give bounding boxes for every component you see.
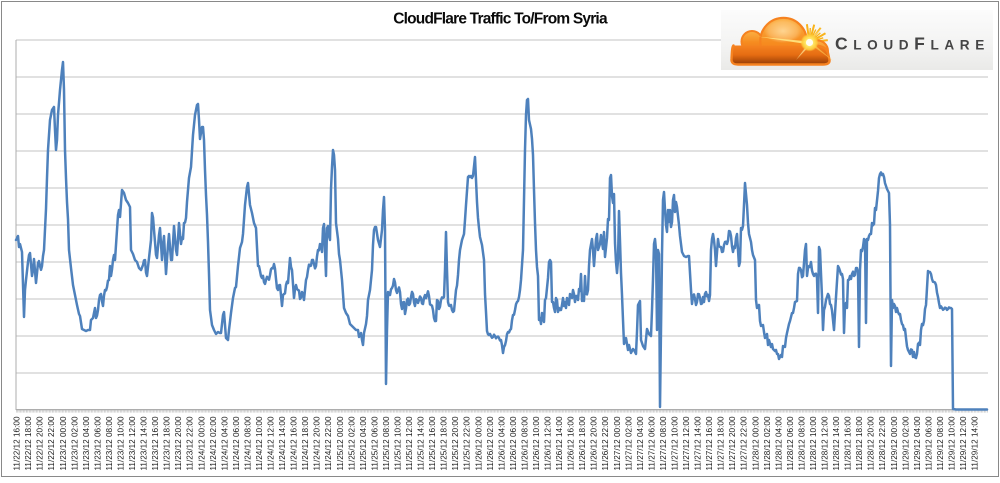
svg-text:11/27/12 16:00: 11/27/12 16:00	[705, 416, 714, 470]
svg-text:11/25/12 12:00: 11/25/12 12:00	[405, 416, 414, 470]
svg-text:11/28/12 00:00: 11/28/12 00:00	[751, 416, 760, 470]
svg-text:11/27/12 02:00: 11/27/12 02:00	[624, 416, 633, 470]
svg-text:11/25/12 16:00: 11/25/12 16:00	[428, 416, 437, 470]
svg-text:11/25/12 22:00: 11/25/12 22:00	[463, 416, 472, 470]
svg-text:11/24/12 16:00: 11/24/12 16:00	[290, 416, 299, 470]
svg-text:11/26/12 06:00: 11/26/12 06:00	[509, 416, 518, 470]
svg-text:11/23/12 16:00: 11/23/12 16:00	[151, 416, 160, 470]
svg-text:CloudFlare Traffic To/From Syr: CloudFlare Traffic To/From Syria	[393, 11, 608, 28]
svg-text:11/28/12 04:00: 11/28/12 04:00	[774, 416, 783, 470]
svg-text:11/29/12 00:00: 11/29/12 00:00	[890, 416, 899, 470]
svg-text:11/24/12 00:00: 11/24/12 00:00	[197, 416, 206, 470]
svg-text:11/26/12 02:00: 11/26/12 02:00	[486, 416, 495, 470]
svg-text:11/28/12 10:00: 11/28/12 10:00	[809, 416, 818, 470]
svg-text:11/27/12 08:00: 11/27/12 08:00	[659, 416, 668, 470]
svg-text:11/23/12 20:00: 11/23/12 20:00	[174, 416, 183, 470]
svg-text:11/24/12 04:00: 11/24/12 04:00	[220, 416, 229, 470]
svg-text:11/27/12 00:00: 11/27/12 00:00	[613, 416, 622, 470]
svg-text:11/23/12 14:00: 11/23/12 14:00	[140, 416, 149, 470]
svg-text:11/23/12 10:00: 11/23/12 10:00	[117, 416, 126, 470]
svg-text:11/25/12 02:00: 11/25/12 02:00	[347, 416, 356, 470]
svg-text:11/25/12 18:00: 11/25/12 18:00	[440, 416, 449, 470]
svg-text:11/25/12 10:00: 11/25/12 10:00	[394, 416, 403, 470]
svg-text:11/27/12 18:00: 11/27/12 18:00	[717, 416, 726, 470]
svg-text:11/29/12 12:00: 11/29/12 12:00	[959, 416, 968, 470]
svg-text:11/27/12 06:00: 11/27/12 06:00	[647, 416, 656, 470]
svg-text:11/28/12 14:00: 11/28/12 14:00	[832, 416, 841, 470]
svg-text:11/28/12 12:00: 11/28/12 12:00	[821, 416, 830, 470]
svg-text:11/28/12 06:00: 11/28/12 06:00	[786, 416, 795, 470]
svg-text:11/26/12 12:00: 11/26/12 12:00	[544, 416, 553, 470]
svg-text:11/26/12 20:00: 11/26/12 20:00	[590, 416, 599, 470]
svg-text:11/25/12 06:00: 11/25/12 06:00	[370, 416, 379, 470]
svg-text:11/23/12 00:00: 11/23/12 00:00	[59, 416, 68, 470]
svg-text:11/24/12 18:00: 11/24/12 18:00	[301, 416, 310, 470]
svg-text:11/26/12 04:00: 11/26/12 04:00	[497, 416, 506, 470]
svg-text:11/28/12 16:00: 11/28/12 16:00	[844, 416, 853, 470]
svg-text:11/27/12 12:00: 11/27/12 12:00	[682, 416, 691, 470]
svg-text:11/22/12 20:00: 11/22/12 20:00	[36, 416, 45, 470]
svg-text:11/26/12 22:00: 11/26/12 22:00	[601, 416, 610, 470]
svg-text:11/23/12 04:00: 11/23/12 04:00	[82, 416, 91, 470]
svg-text:11/25/12 14:00: 11/25/12 14:00	[417, 416, 426, 470]
svg-text:11/24/12 14:00: 11/24/12 14:00	[278, 416, 287, 470]
svg-text:11/23/12 06:00: 11/23/12 06:00	[93, 416, 102, 470]
svg-text:11/29/12 04:00: 11/29/12 04:00	[913, 416, 922, 470]
svg-text:11/22/12 16:00: 11/22/12 16:00	[13, 416, 22, 470]
svg-text:11/24/12 02:00: 11/24/12 02:00	[209, 416, 218, 470]
svg-text:11/26/12 16:00: 11/26/12 16:00	[567, 416, 576, 470]
svg-text:11/23/12 08:00: 11/23/12 08:00	[105, 416, 114, 470]
svg-text:11/27/12 20:00: 11/27/12 20:00	[728, 416, 737, 470]
svg-text:11/28/12 18:00: 11/28/12 18:00	[855, 416, 864, 470]
svg-text:11/26/12 00:00: 11/26/12 00:00	[474, 416, 483, 470]
svg-text:11/25/12 20:00: 11/25/12 20:00	[451, 416, 460, 470]
svg-text:11/23/12 22:00: 11/23/12 22:00	[186, 416, 195, 470]
svg-text:11/23/12 02:00: 11/23/12 02:00	[70, 416, 79, 470]
svg-text:11/24/12 06:00: 11/24/12 06:00	[232, 416, 241, 470]
svg-text:CLOUDFLARE: CLOUDFLARE	[835, 34, 990, 54]
svg-text:11/26/12 14:00: 11/26/12 14:00	[555, 416, 564, 470]
svg-text:11/25/12 04:00: 11/25/12 04:00	[359, 416, 368, 470]
svg-text:11/28/12 08:00: 11/28/12 08:00	[798, 416, 807, 470]
svg-text:11/26/12 18:00: 11/26/12 18:00	[578, 416, 587, 470]
svg-text:11/29/12 10:00: 11/29/12 10:00	[948, 416, 957, 470]
svg-text:11/22/12 22:00: 11/22/12 22:00	[47, 416, 56, 470]
svg-text:11/24/12 22:00: 11/24/12 22:00	[324, 416, 333, 470]
svg-text:11/29/12 14:00: 11/29/12 14:00	[971, 416, 980, 470]
svg-text:11/27/12 10:00: 11/27/12 10:00	[671, 416, 680, 470]
svg-text:11/24/12 10:00: 11/24/12 10:00	[255, 416, 264, 470]
svg-text:11/27/12 22:00: 11/27/12 22:00	[740, 416, 749, 470]
svg-text:11/26/12 10:00: 11/26/12 10:00	[532, 416, 541, 470]
svg-text:11/22/12 18:00: 11/22/12 18:00	[24, 416, 33, 470]
svg-text:11/27/12 04:00: 11/27/12 04:00	[636, 416, 645, 470]
svg-text:11/29/12 08:00: 11/29/12 08:00	[936, 416, 945, 470]
svg-text:11/24/12 08:00: 11/24/12 08:00	[243, 416, 252, 470]
svg-text:11/23/12 12:00: 11/23/12 12:00	[128, 416, 137, 470]
svg-text:11/28/12 20:00: 11/28/12 20:00	[867, 416, 876, 470]
svg-text:11/28/12 02:00: 11/28/12 02:00	[763, 416, 772, 470]
svg-text:11/25/12 08:00: 11/25/12 08:00	[382, 416, 391, 470]
svg-text:11/27/12 14:00: 11/27/12 14:00	[694, 416, 703, 470]
svg-text:11/24/12 12:00: 11/24/12 12:00	[267, 416, 276, 470]
svg-text:11/26/12 08:00: 11/26/12 08:00	[520, 416, 529, 470]
svg-text:11/24/12 20:00: 11/24/12 20:00	[313, 416, 322, 470]
svg-text:11/28/12 22:00: 11/28/12 22:00	[878, 416, 887, 470]
svg-text:11/23/12 18:00: 11/23/12 18:00	[163, 416, 172, 470]
svg-text:11/29/12 06:00: 11/29/12 06:00	[924, 416, 933, 470]
svg-text:11/25/12 00:00: 11/25/12 00:00	[336, 416, 345, 470]
svg-text:11/29/12 02:00: 11/29/12 02:00	[901, 416, 910, 470]
